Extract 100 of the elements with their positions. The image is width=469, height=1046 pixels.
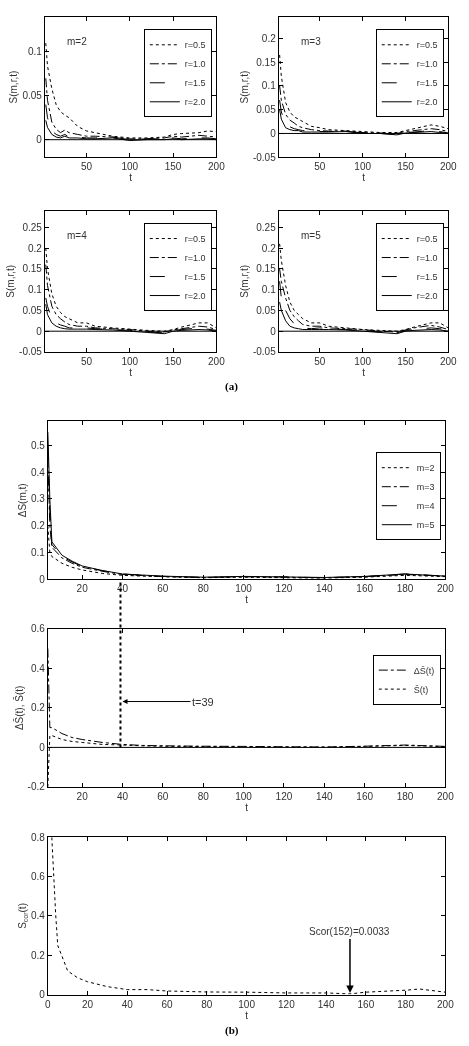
legend-label: r=2.0 [184,291,206,302]
text: m=2 [67,36,88,47]
y-axis-title: ΔS̄(t), S̄(t) [13,685,25,731]
y-tick-label: 0 [39,741,46,753]
text: m=3 [301,36,322,47]
text: (b) [225,1024,239,1037]
text: m=4 [67,230,88,241]
y-tick-label: 0.15 [256,56,277,68]
legend-label: r=1.5 [416,78,438,89]
y-tick-label: 0.4 [30,662,46,674]
legend-label: ΔS̄(t) [413,665,435,676]
annotation: Scor(152)=0.0033 [309,926,390,937]
x-tick-label: 200 [437,583,455,595]
y-tick-label: 0.2 [261,32,277,44]
legend-label: r=0.5 [416,40,438,51]
y-tick-label: 0.1 [30,547,46,559]
legend-label: r=1.0 [416,253,438,264]
y-tick-label: 0.1 [27,284,43,296]
y-tick-label: 0 [36,325,43,337]
x-tick-label: 80 [201,998,213,1010]
x-tick-label: 120 [275,583,293,595]
y-axis-title: S(m,r,t) [8,70,20,104]
x-tick-label: 200 [439,355,458,367]
y-tick-label: 0 [36,134,43,146]
x-tick-label: 140 [315,790,334,802]
y-tick-label: 0.4 [30,910,46,922]
legend-label: m=2 [416,463,435,474]
y-tick-label: 0 [39,989,46,1001]
legend-label: r=2.0 [416,291,438,302]
legend-label: r=1.0 [184,253,206,264]
x-tick-label: 50 [314,161,326,173]
y-tick-label: 0.2 [30,520,46,532]
y-tick-label: 0.4 [30,466,46,478]
y-tick-label: 0.05 [256,304,277,316]
x-tick-label: 150 [397,355,415,367]
y-tick-label: 0.5 [30,439,46,451]
text: (a) [225,380,239,393]
text: m=5 [301,230,322,241]
legend-label: m=4 [416,501,435,512]
x-tick-label: 140 [315,583,334,595]
y-tick-label: 0.3 [30,493,46,505]
x-tick-label: 80 [197,583,210,595]
x-tick-label: 200 [437,790,455,802]
y-tick-label: -0.05 [19,346,43,358]
x-tick-label: 200 [208,355,226,367]
x-tick-label: 20 [76,583,89,595]
x-tick-label: 120 [278,998,296,1010]
x-axis-title: t [245,1009,249,1021]
x-tick-label: 100 [235,790,253,802]
x-tick-label: 200 [208,161,226,173]
x-tick-label: 100 [121,355,139,367]
y-axis-title: S(m,r,t) [5,264,17,298]
legend-label: r=0.5 [184,234,206,245]
y-tick-label: 0.25 [256,221,277,233]
legend-label: S̄(t) [413,684,429,695]
legend-label: r=2.0 [184,97,206,108]
y-tick-label: 0.2 [27,242,43,254]
x-axis-title: t [245,594,249,606]
y-tick-label: 0.1 [27,46,43,58]
x-tick-label: 160 [356,583,374,595]
legend-label: r=1.0 [416,59,438,70]
legend-label: r=1.5 [416,272,438,283]
x-tick-label: 50 [80,355,93,367]
y-tick-label: 0 [270,325,277,337]
x-tick-label: 50 [314,355,326,367]
x-tick-label: 60 [161,998,174,1010]
legend-label: r=1.5 [184,272,206,283]
x-tick-label: 180 [396,583,414,595]
x-tick-label: 50 [80,161,93,173]
ref-line-label: t=39 [192,696,214,708]
x-tick-label: 150 [164,161,182,173]
y-tick-label: 0.6 [30,871,46,883]
x-tick-label: 80 [197,790,210,802]
y-tick-label: 0.6 [30,623,46,635]
x-axis-title: t [362,172,366,184]
y-tick-label: -0.05 [252,151,277,163]
x-tick-label: 180 [397,998,415,1010]
x-tick-label: 150 [397,161,415,173]
x-tick-label: 60 [157,583,169,595]
legend-label: m=3 [416,482,435,493]
x-tick-label: 200 [439,161,458,173]
y-axis-title: S(m,r,t) [238,70,250,104]
y-tick-label: 0.05 [22,90,43,102]
x-tick-label: 100 [354,161,372,173]
legend-label: r=1.0 [184,59,206,70]
x-tick-label: 150 [164,355,182,367]
x-tick-label: 100 [238,998,256,1010]
y-tick-label: 0.25 [22,221,43,233]
x-tick-label: 40 [121,998,134,1010]
x-tick-label: 160 [356,790,374,802]
x-tick-label: 100 [235,583,253,595]
x-tick-label: 200 [437,998,455,1010]
y-tick-label: 0.15 [256,263,277,275]
x-tick-label: 20 [82,998,94,1010]
x-tick-label: 180 [396,790,414,802]
legend-label: r=0.5 [184,40,206,51]
y-tick-label: 0 [39,573,46,585]
legend-label: r=2.0 [416,97,438,108]
y-axis-title: ΔS(m,t) [16,483,28,518]
x-tick-label: 140 [317,998,335,1010]
